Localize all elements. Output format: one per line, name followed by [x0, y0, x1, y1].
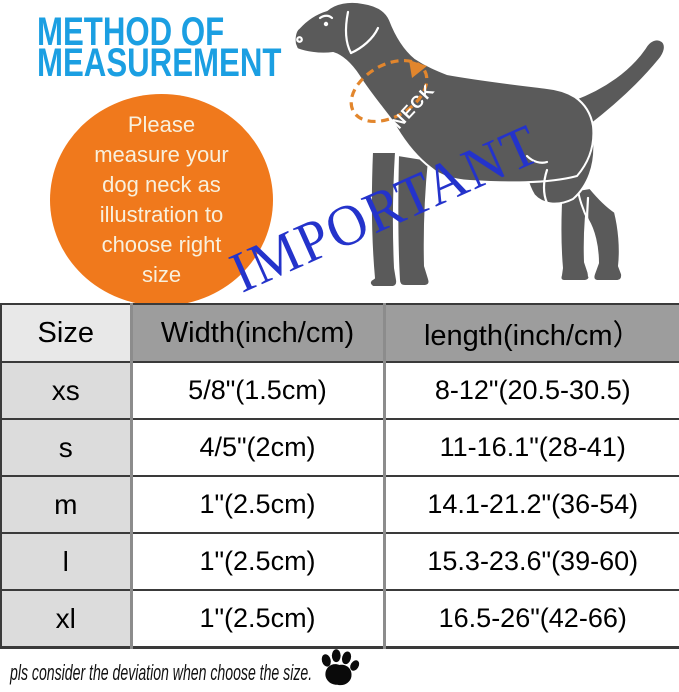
- notice-line: Please: [127, 112, 196, 137]
- width-cell: 4/5"(2cm): [131, 418, 386, 476]
- dog-eye: [318, 14, 334, 20]
- dog-front-leg-far: [396, 154, 431, 287]
- footer-note: pls consider the deviation when choose t…: [10, 660, 482, 686]
- table-row-xl: xl 1"(2.5cm) 16.5-26"(42-66): [1, 589, 679, 648]
- length-cell: 15.3-23.6"(39-60): [384, 532, 679, 590]
- neck-collar-dashes: [349, 58, 429, 124]
- footer-note-text: pls consider the deviation when choose t…: [10, 660, 313, 685]
- notice-line: size: [141, 262, 182, 287]
- dog-leg-separator: [393, 160, 400, 284]
- paw-print-icon: [321, 649, 360, 686]
- width-cell: 1"(2.5cm): [131, 532, 386, 590]
- size-cell: xl: [1, 589, 133, 648]
- notice-line: dog neck as: [102, 172, 221, 197]
- width-cell: 5/8"(1.5cm): [131, 361, 386, 419]
- table-row-m: m 1"(2.5cm) 14.1-21.2"(36-54): [1, 475, 679, 533]
- dog-flank-line: [525, 154, 549, 164]
- size-cell: m: [1, 475, 133, 533]
- width-cell: 1"(2.5cm): [131, 475, 386, 533]
- table-row-s: s 4/5"(2cm) 11-16.1"(28-41): [1, 418, 679, 476]
- dog-ear-outline: [344, 10, 353, 55]
- neck-arrow-icon: [409, 60, 427, 78]
- column-header-size: Size: [1, 303, 133, 362]
- size-cell: l: [1, 532, 133, 590]
- column-header-length: length(inch/cm）: [384, 303, 679, 362]
- column-header-width: Width(inch/cm): [131, 303, 386, 362]
- width-cell: 1"(2.5cm): [131, 589, 386, 648]
- size-cell: s: [1, 418, 133, 476]
- dog-body: [293, 0, 595, 184]
- size-table: Size Width(inch/cm) length(inch/cm） xs 5…: [0, 303, 679, 649]
- table-row-xs: xs 5/8"(1.5cm) 8-12"(20.5-30.5): [1, 361, 679, 419]
- dog-ear-outline: [349, 26, 380, 55]
- table-row-l: l 1"(2.5cm) 15.3-23.6"(39-60): [1, 532, 679, 590]
- page-title-line-1: METHOD OF: [37, 10, 225, 54]
- dog-eye: [323, 21, 329, 27]
- notice-circle: Please measure your dog neck as illustra…: [50, 94, 273, 306]
- length-cell: 16.5-26"(42-66): [384, 589, 679, 648]
- size-cell: xs: [1, 361, 133, 419]
- length-cell: 11-16.1"(28-41): [384, 418, 679, 476]
- dog-flank-line: [542, 168, 549, 205]
- dog-leg-separator: [585, 196, 591, 278]
- notice-line: measure your: [94, 142, 229, 167]
- neck-collar: [349, 58, 429, 124]
- dog-nose: [296, 36, 303, 43]
- table-header-row: Size Width(inch/cm) length(inch/cm）: [1, 303, 679, 362]
- page-title: METHOD OF MEASUREMENT: [37, 10, 282, 85]
- notice-line: choose right: [101, 232, 222, 257]
- page-title-line-2: MEASUREMENT: [37, 41, 282, 85]
- length-cell: 8-12"(20.5-30.5): [384, 361, 679, 419]
- dog-mouth: [295, 47, 322, 57]
- notice-line: illustration to: [99, 202, 224, 227]
- dog-silhouette-illustration: NECK: [293, 0, 666, 288]
- length-cell: 14.1-21.2"(36-54): [384, 475, 679, 533]
